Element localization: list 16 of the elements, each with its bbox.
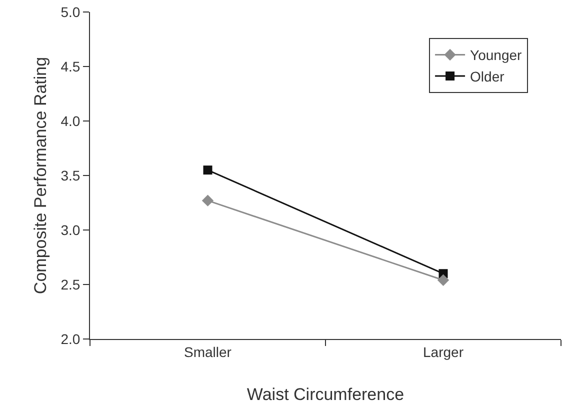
x-tick-label: Larger — [423, 344, 464, 360]
legend-label: Older — [470, 68, 505, 84]
y-tick-label: 3.0 — [60, 222, 80, 238]
y-tick-label: 3.5 — [60, 167, 80, 184]
x-tick-label: Smaller — [184, 344, 232, 360]
y-tick-label: 5.0 — [60, 4, 80, 20]
legend-label: Younger — [470, 47, 522, 64]
point — [437, 274, 450, 286]
y-tick-label: 4.5 — [60, 58, 80, 74]
y-tick-label: 2.0 — [60, 330, 80, 347]
y-tick-label: 2.5 — [60, 276, 80, 292]
point — [202, 194, 214, 206]
y-tick-label: 4.0 — [60, 112, 80, 129]
y-axis-title: Composite Performance Rating — [31, 56, 50, 294]
point — [203, 166, 212, 175]
x-axis-title: Waist Circumference — [246, 385, 404, 404]
